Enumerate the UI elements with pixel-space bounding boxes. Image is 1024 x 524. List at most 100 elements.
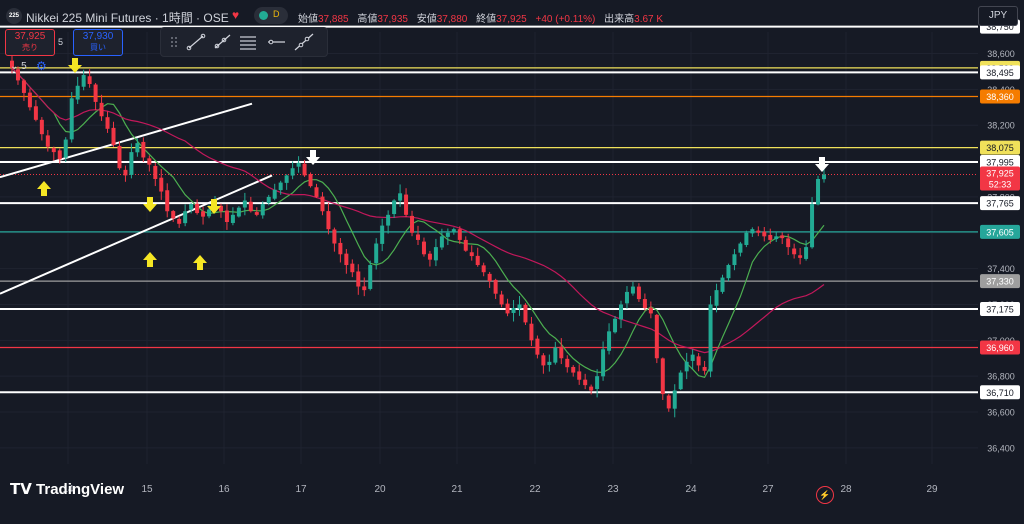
price-axis[interactable]: 36,40036,60036,80037,00037,20037,40037,6… xyxy=(980,19,1020,454)
ma-fast-line xyxy=(11,67,825,379)
sell-button[interactable]: 37,925 売り xyxy=(5,29,55,56)
candle-body xyxy=(254,212,259,215)
y-tick-label: 37,400 xyxy=(987,264,1015,274)
level-price-label: 36,960 xyxy=(986,343,1014,353)
candle-body xyxy=(15,69,20,81)
candle-body xyxy=(786,238,791,248)
last-price-tag xyxy=(980,166,1020,191)
candlestick-series xyxy=(10,55,826,418)
candle-body xyxy=(499,294,504,305)
candle-body xyxy=(595,376,600,389)
candle-body xyxy=(607,331,612,351)
level-price-tag xyxy=(980,385,1020,400)
low-label: 安値 xyxy=(416,14,437,25)
buy-label: 買い xyxy=(90,43,106,52)
drag-handle-icon[interactable] xyxy=(163,32,185,52)
market-open-dot-icon xyxy=(259,11,268,20)
candle-body xyxy=(242,200,247,208)
high-value: 37,935 xyxy=(377,14,408,25)
fib-lines-icon[interactable] xyxy=(237,32,259,52)
time-axis[interactable]: 14 15 16 17 20 21 22 23 24 27 28 29 xyxy=(62,484,938,495)
candle-body xyxy=(690,354,695,361)
candle-body xyxy=(195,203,200,214)
candle-body xyxy=(404,194,409,215)
candle-body xyxy=(672,390,677,409)
x-tick-label: 15 xyxy=(141,484,153,495)
sell-price: 37,925 xyxy=(14,31,46,42)
candle-body xyxy=(822,174,826,180)
candle-body xyxy=(517,304,522,309)
symbol-title[interactable]: Nikkei 225 Mini Futures · 1時間 · OSE xyxy=(26,11,229,25)
trend-line-icon[interactable] xyxy=(185,32,207,52)
volume-value: 3.67 K xyxy=(634,14,664,25)
candle-body xyxy=(416,234,420,240)
heart-icon[interactable]: ♥ xyxy=(232,8,240,22)
candle-body xyxy=(726,265,731,279)
candle-body xyxy=(744,232,749,246)
candle-body xyxy=(392,200,397,215)
x-tick-label: 20 xyxy=(374,484,386,495)
level-price-label: 37,765 xyxy=(986,199,1014,209)
level-price-tag xyxy=(980,196,1020,211)
up-arrow-icon xyxy=(37,181,51,196)
candle-body xyxy=(45,135,50,147)
x-tick-label: 24 xyxy=(685,484,697,495)
horizontal-ray-icon[interactable] xyxy=(265,32,287,52)
candle-body xyxy=(10,60,14,68)
flash-icon[interactable]: ⚡ xyxy=(816,486,834,504)
spread-value: 5 xyxy=(58,37,64,47)
candle-body xyxy=(487,273,492,282)
indicator-collapse-toggle[interactable]: ⌄ 5 xyxy=(10,61,27,72)
legend-header: 225 Nikkei 225 Mini Futures · 1時間 · OSE … xyxy=(0,0,1024,32)
candle-body xyxy=(117,145,122,169)
chart-grid xyxy=(0,32,978,464)
candle-body xyxy=(810,204,815,248)
candle-body xyxy=(541,355,546,366)
x-tick-label: 23 xyxy=(607,484,619,495)
candle-body xyxy=(57,150,62,160)
candle-body xyxy=(320,196,325,212)
candle-body xyxy=(792,248,797,255)
candle-body xyxy=(762,231,767,237)
level-price-label: 37,175 xyxy=(986,304,1014,314)
candle-body xyxy=(260,204,265,216)
candle-body xyxy=(296,162,301,167)
candle-body xyxy=(529,323,534,341)
open-value: 37,885 xyxy=(318,14,349,25)
candle-body xyxy=(475,255,480,266)
tv-logo-icon: 𝗧𝗩 xyxy=(10,481,37,498)
candle-body xyxy=(123,169,128,176)
candle-body xyxy=(272,189,277,199)
gear-icon[interactable]: ⚙ xyxy=(36,59,47,73)
candle-body xyxy=(702,366,707,371)
sell-label: 売り xyxy=(22,43,38,52)
x-tick-label: 16 xyxy=(218,484,230,495)
candle-body xyxy=(63,139,68,158)
buy-button[interactable]: 37,930 買い xyxy=(73,29,123,56)
market-status-pill[interactable]: D xyxy=(254,7,288,24)
candle-body xyxy=(493,279,498,294)
candle-body xyxy=(708,304,713,372)
candle-body xyxy=(165,190,170,212)
currency-selector[interactable]: JPY xyxy=(978,6,1018,26)
x-tick-label: 17 xyxy=(295,484,307,495)
candle-body xyxy=(207,209,212,217)
candle-body xyxy=(601,349,606,377)
ma-slow-line xyxy=(11,67,825,354)
x-tick-label: 22 xyxy=(529,484,541,495)
ray-icon[interactable] xyxy=(211,32,233,52)
candle-body xyxy=(654,314,659,359)
candle-body xyxy=(714,290,719,306)
level-price-tag xyxy=(980,140,1020,155)
candle-body xyxy=(21,80,26,93)
candle-body xyxy=(433,247,438,261)
y-tick-label: 38,200 xyxy=(987,121,1015,131)
candle-body xyxy=(523,304,528,323)
extended-line-icon[interactable] xyxy=(293,32,315,52)
level-price-label: 38,360 xyxy=(986,92,1014,102)
candle-body xyxy=(589,386,594,391)
candle-body xyxy=(577,371,582,380)
close-label: 終値 xyxy=(476,14,497,25)
level-price-label: 37,995 xyxy=(986,157,1014,167)
